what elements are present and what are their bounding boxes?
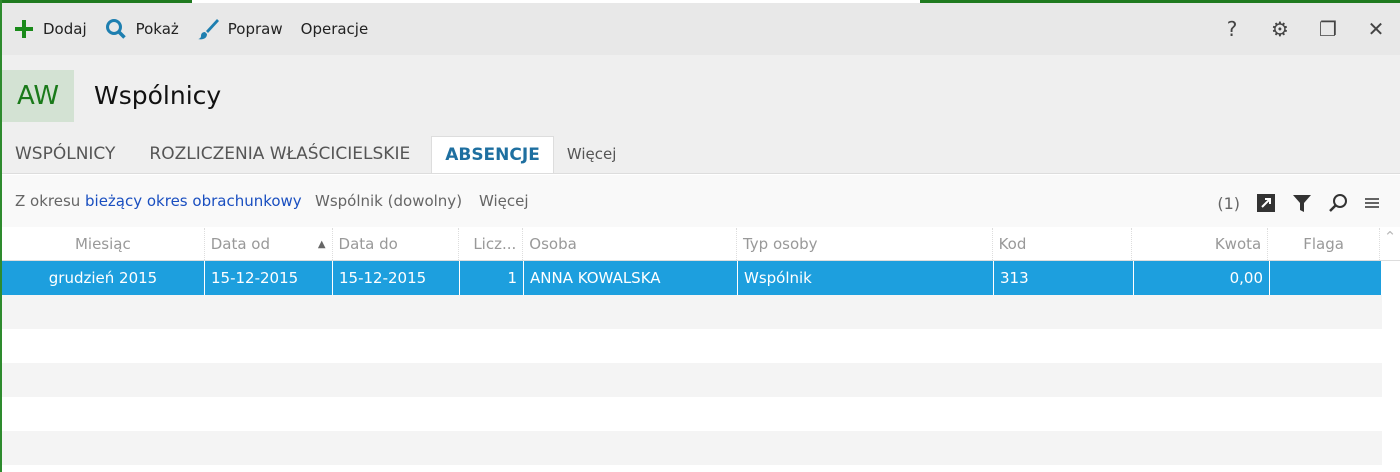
- page-title: Wspólnicy: [94, 81, 222, 110]
- cell-month: grudzień 2015: [2, 261, 205, 295]
- period-label: Z okresu: [15, 192, 81, 210]
- column-header-month[interactable]: Miesiąc: [2, 228, 205, 260]
- cell-person: ANNA KOWALSKA: [524, 261, 738, 295]
- title-accent: [920, 0, 1400, 3]
- title-accent: [2, 0, 192, 3]
- operations-button[interactable]: Operacje: [301, 20, 369, 38]
- restore-window-icon[interactable]: ❐: [1319, 17, 1337, 41]
- column-header-person[interactable]: Osoba: [523, 228, 737, 260]
- empty-row: [2, 329, 1400, 363]
- cell-person-type: Wspólnik: [738, 261, 994, 295]
- close-icon[interactable]: ✕: [1367, 17, 1385, 41]
- column-header-flag[interactable]: Flaga: [1268, 228, 1381, 260]
- column-header-date-from[interactable]: Data od ▲: [205, 228, 333, 260]
- tab-bar: WSPÓLNICY ROZLICZENIA WŁAŚCICIELSKIE ABS…: [2, 136, 1400, 174]
- help-button[interactable]: ?: [1226, 17, 1238, 41]
- column-header-code[interactable]: Kod: [993, 228, 1133, 260]
- search-icon[interactable]: [1328, 193, 1348, 213]
- export-icon[interactable]: [1256, 193, 1276, 213]
- tab-more[interactable]: Więcej: [566, 145, 617, 163]
- scroll-up-icon[interactable]: ⌃: [1383, 228, 1397, 246]
- edit-label: Popraw: [227, 20, 283, 38]
- tab-wspolnicy[interactable]: WSPÓLNICY: [15, 144, 116, 164]
- add-label: Dodaj: [43, 20, 87, 38]
- grid-header: Miesiąc Data od ▲ Data do Licz... Osoba T…: [2, 228, 1400, 261]
- show-label: Pokaż: [135, 20, 179, 38]
- data-grid: Miesiąc Data od ▲ Data do Licz... Osoba T…: [2, 228, 1400, 465]
- tab-absencje[interactable]: ABSENCJE: [431, 136, 554, 173]
- period-filter[interactable]: bieżący okres obrachunkowy: [85, 192, 302, 210]
- cell-flag: [1270, 261, 1382, 295]
- column-header-amount[interactable]: Kwota: [1132, 228, 1269, 260]
- toolbar: Dodaj Pokaż Popraw Operacje ? ⚙ ❐ ✕: [2, 3, 1400, 55]
- add-button[interactable]: Dodaj: [14, 19, 87, 39]
- more-filters[interactable]: Więcej: [479, 192, 529, 210]
- column-header-count[interactable]: Licz...: [459, 228, 524, 260]
- cell-count: 1: [460, 261, 524, 295]
- filter-icon[interactable]: [1292, 193, 1312, 213]
- plus-icon: [15, 20, 33, 38]
- record-count: (1): [1217, 193, 1240, 213]
- cell-date-to: 15-12-2015: [333, 261, 460, 295]
- table-row[interactable]: grudzień 2015 15-12-2015 15-12-2015 1 AN…: [2, 261, 1382, 295]
- empty-row: [2, 363, 1382, 397]
- search-icon: [105, 19, 126, 39]
- sort-ascending-icon: ▲: [317, 238, 326, 250]
- module-logo: AW: [2, 70, 74, 122]
- empty-row: [2, 295, 1382, 329]
- edit-button[interactable]: Popraw: [197, 18, 283, 40]
- column-header-label: Data od: [210, 235, 270, 253]
- column-header-date-to[interactable]: Data do: [333, 228, 460, 260]
- empty-row: [2, 431, 1382, 465]
- menu-icon[interactable]: [1364, 196, 1380, 210]
- cell-code: 313: [994, 261, 1134, 295]
- empty-row: [2, 397, 1400, 431]
- filter-bar: Z okresu bieżący okres obrachunkowy Wspó…: [2, 175, 1400, 227]
- show-button[interactable]: Pokaż: [105, 18, 179, 40]
- brush-icon: [197, 19, 219, 40]
- tab-rozliczenia[interactable]: ROZLICZENIA WŁAŚCICIELSKIE: [149, 144, 411, 164]
- cell-amount: 0,00: [1134, 261, 1270, 295]
- cell-date-from: 15-12-2015: [205, 261, 333, 295]
- partner-filter[interactable]: Wspólnik (dowolny): [315, 192, 463, 210]
- operations-label: Operacje: [300, 20, 369, 38]
- page-header: AW Wspólnicy: [2, 55, 1400, 137]
- column-header-person-type[interactable]: Typ osoby: [737, 228, 993, 260]
- settings-gear-icon[interactable]: ⚙: [1271, 17, 1289, 41]
